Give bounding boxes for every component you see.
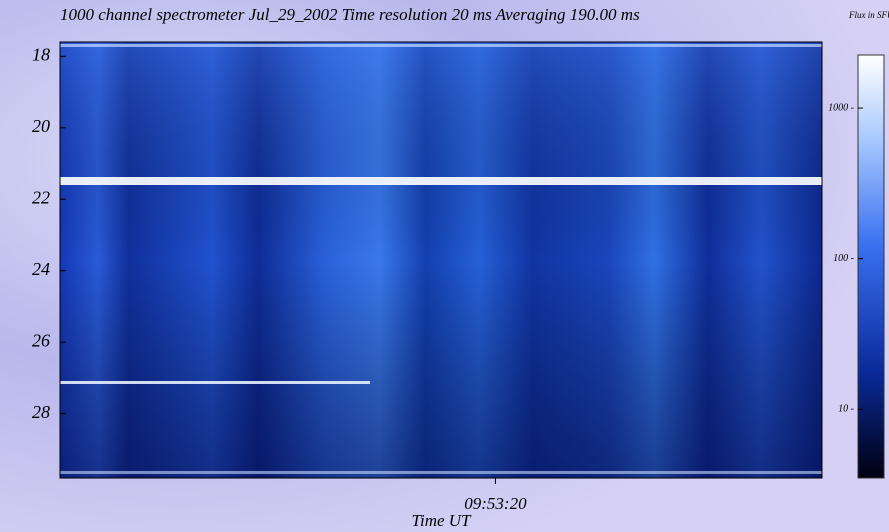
spectrum-shade [60, 42, 822, 478]
colorbar-tick-label: 100 - [833, 253, 854, 264]
y-tick-label: 22 [32, 187, 50, 207]
colorbar [857, 54, 885, 479]
y-tick-label: 24 [32, 259, 50, 279]
y-tick-label: 28 [32, 402, 50, 422]
bright-band [60, 381, 370, 384]
chart-title: 1000 channel spectrometer Jul_29_2002 Ti… [60, 5, 640, 24]
plot-frame [59, 41, 823, 479]
colorbar-tick-label: 1000 - [828, 102, 854, 113]
spectrogram [59, 41, 823, 479]
x-axis-label: Time UT [411, 511, 472, 530]
colorbar-tick-label: 10 - [838, 404, 854, 415]
bright-band [60, 44, 822, 47]
colorbar-label: Flux in SFU [848, 10, 889, 20]
y-tick-label: 20 [32, 116, 50, 136]
y-tick-label: 18 [32, 44, 50, 64]
x-tick-label: 09:53:20 [464, 494, 527, 513]
bright-band [60, 471, 822, 474]
y-tick-label: 26 [32, 330, 50, 350]
bright-band [60, 177, 822, 185]
